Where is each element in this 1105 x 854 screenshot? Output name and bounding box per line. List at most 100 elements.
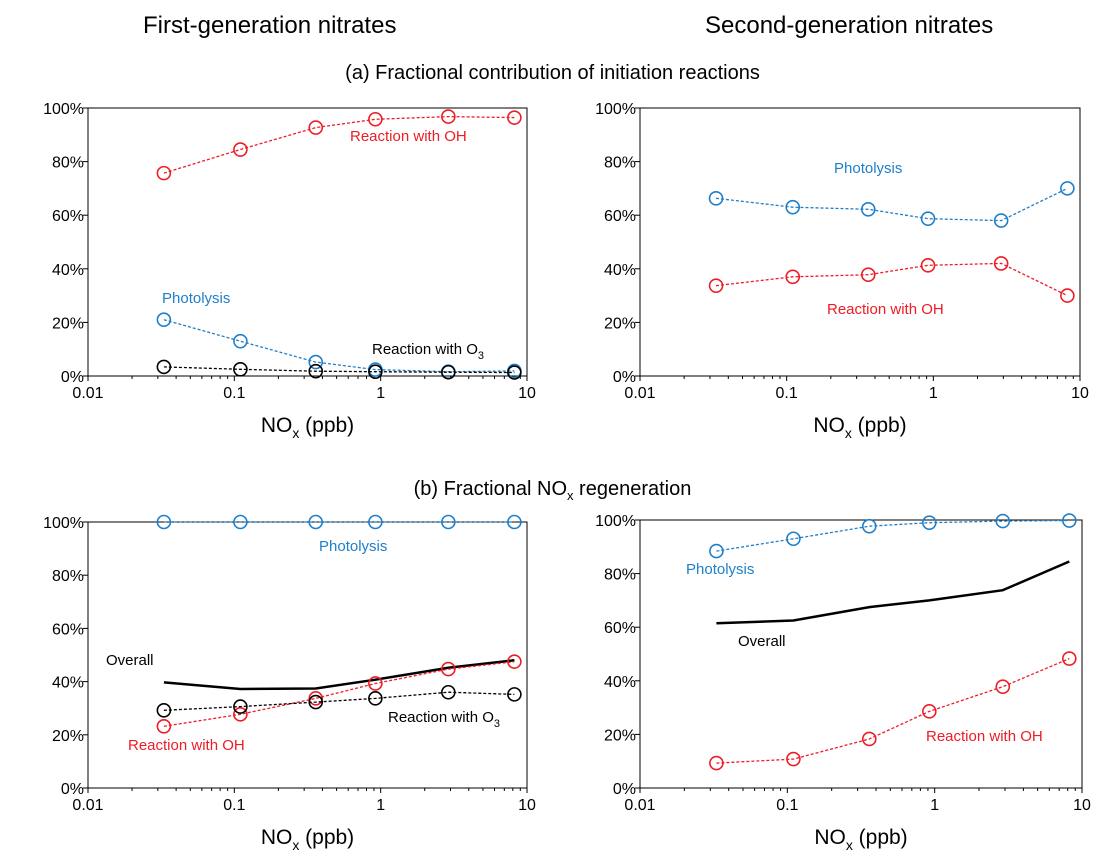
- series-label-text: Photolysis: [162, 290, 230, 307]
- data-point: [507, 654, 522, 669]
- series-label-text: Overall: [738, 633, 786, 650]
- series-line: [716, 519, 1070, 552]
- series-label-photolysis: Photolysis: [319, 538, 387, 555]
- series-label-text: Reaction with O: [388, 709, 494, 726]
- y-tick-label: 100%: [43, 101, 84, 118]
- x-tick-label: 0.1: [223, 797, 245, 814]
- series-reaction-with-oh: [156, 654, 522, 734]
- series-label-reaction-with-oh: Reaction with OH: [926, 728, 1043, 745]
- plot-frame: [639, 519, 1083, 789]
- column-title-second-generation: Second-generation nitrates: [705, 12, 994, 39]
- series-label-text: Reaction with OH: [827, 301, 944, 318]
- x-axis-title: NOx (ppb): [261, 826, 354, 853]
- series-label-reaction-with-o3: Reaction with O3: [388, 709, 500, 730]
- x-tick-label: 0.01: [624, 797, 655, 814]
- series-photolysis: [709, 513, 1077, 559]
- y-tick-label: 0%: [613, 781, 636, 798]
- series-overall: [163, 659, 515, 691]
- x-axis-title-text: NO: [261, 414, 293, 437]
- data-point: [156, 514, 172, 530]
- x-axis-title-unit: (ppb): [853, 826, 908, 849]
- series-label-reaction-with-o3: Reaction with O3: [372, 341, 484, 362]
- data-point: [156, 703, 172, 718]
- series-line: [716, 560, 1070, 625]
- data-point: [785, 199, 801, 215]
- data-point: [441, 514, 456, 530]
- data-point: [507, 514, 522, 530]
- series-label-photolysis: Photolysis: [162, 290, 230, 307]
- data-point: [441, 364, 456, 380]
- data-point: [368, 364, 383, 380]
- series-line: [715, 187, 1068, 222]
- series-label-reaction-with-oh: Reaction with OH: [128, 737, 245, 754]
- data-point: [308, 694, 324, 710]
- series-label-text: Reaction with OH: [128, 737, 245, 754]
- y-tick-label: 60%: [52, 208, 84, 225]
- data-point: [860, 202, 876, 217]
- data-point: [708, 278, 724, 293]
- series-line: [163, 115, 515, 174]
- y-tick-label: 80%: [604, 155, 636, 172]
- section-title-a: (a) Fractional contribution of initiatio…: [345, 62, 760, 84]
- y-tick-label: 100%: [595, 513, 636, 530]
- y-tick-label: 40%: [604, 674, 636, 691]
- data-point: [368, 111, 383, 127]
- x-axis-title-subscript: x: [292, 837, 299, 853]
- y-tick-label: 0%: [61, 369, 84, 386]
- series-label-reaction-with-oh: Reaction with OH: [350, 128, 467, 145]
- x-tick-label: 1: [929, 385, 938, 402]
- x-tick-label: 0.01: [72, 797, 103, 814]
- data-point: [860, 267, 876, 282]
- data-point: [786, 531, 801, 547]
- y-tick-label: 80%: [604, 567, 636, 584]
- data-point: [1062, 651, 1077, 666]
- data-point: [709, 543, 724, 559]
- data-point: [861, 731, 877, 747]
- x-tick-label: 0.01: [624, 385, 655, 402]
- y-tick-label: 40%: [604, 262, 636, 279]
- plot-frame: [87, 107, 528, 377]
- data-point: [156, 359, 172, 375]
- data-point: [441, 661, 456, 677]
- x-tick-label: 10: [518, 385, 536, 402]
- data-point: [308, 354, 324, 370]
- data-point: [507, 365, 522, 380]
- series-reaction-with-oh: [156, 109, 522, 181]
- series-label-subscript: 3: [478, 350, 484, 362]
- y-tick-label: 20%: [52, 728, 84, 745]
- x-tick-label: 1: [376, 385, 385, 402]
- series-label-text: Reaction with OH: [350, 128, 467, 145]
- data-point: [1060, 288, 1075, 303]
- series-label-text: Reaction with OH: [926, 728, 1043, 745]
- x-axis-title: NOx (ppb): [814, 826, 907, 853]
- x-axis-title-unit: (ppb): [852, 414, 907, 437]
- y-tick-label: 100%: [595, 101, 636, 118]
- series-overall: [716, 560, 1070, 625]
- data-point: [233, 514, 248, 530]
- y-tick-label: 20%: [604, 727, 636, 744]
- y-tick-label: 80%: [52, 568, 84, 585]
- data-point: [708, 191, 724, 206]
- section-title-b-subscript: x: [567, 488, 574, 503]
- data-point: [233, 361, 248, 377]
- series-reaction-with-oh: [709, 651, 1077, 771]
- y-tick-label: 0%: [613, 369, 636, 386]
- data-point: [308, 120, 324, 135]
- series-reaction-with-o3: [156, 359, 522, 380]
- data-point: [920, 211, 936, 226]
- series-reaction-with-o3: [156, 684, 522, 718]
- data-point: [507, 110, 522, 125]
- y-tick-label: 40%: [52, 262, 84, 279]
- x-axis-title: NOx (ppb): [261, 414, 354, 441]
- data-point: [920, 258, 936, 273]
- y-tick-label: 0%: [61, 781, 84, 798]
- series-label-photolysis: Photolysis: [834, 160, 902, 177]
- series-label-subscript: 3: [494, 718, 500, 730]
- x-axis-title-text: NO: [813, 414, 845, 437]
- series-photolysis: [156, 514, 522, 530]
- x-tick-label: 0.1: [223, 385, 245, 402]
- data-point: [308, 514, 324, 530]
- y-tick-label: 60%: [604, 208, 636, 225]
- series-line: [163, 691, 515, 711]
- y-tick-label: 20%: [604, 315, 636, 332]
